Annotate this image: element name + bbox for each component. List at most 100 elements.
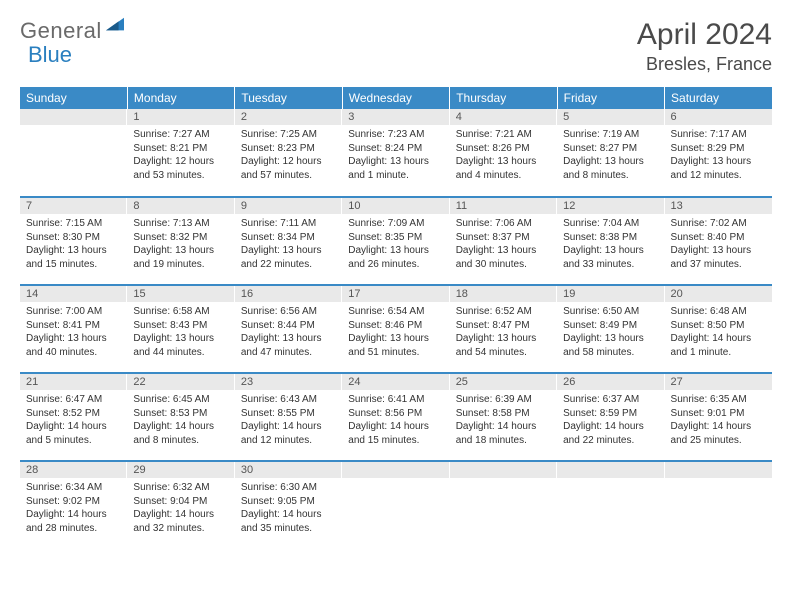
daylight-line: Daylight: 13 hours and 51 minutes. bbox=[348, 332, 443, 359]
day-details bbox=[20, 125, 127, 185]
daylight-line: Daylight: 13 hours and 4 minutes. bbox=[456, 155, 551, 182]
day-number: 16 bbox=[235, 286, 342, 302]
day-number: 11 bbox=[450, 198, 557, 214]
day-number: 25 bbox=[450, 374, 557, 390]
day-number: 21 bbox=[20, 374, 127, 390]
sunset-line: Sunset: 8:38 PM bbox=[563, 231, 658, 245]
daylight-line: Daylight: 13 hours and 40 minutes. bbox=[26, 332, 121, 359]
sunrise-line: Sunrise: 7:04 AM bbox=[563, 217, 658, 231]
sunrise-line: Sunrise: 7:00 AM bbox=[26, 305, 121, 319]
sunset-line: Sunset: 8:59 PM bbox=[563, 407, 658, 421]
calendar-cell: 22Sunrise: 6:45 AMSunset: 8:53 PMDayligh… bbox=[127, 373, 234, 461]
day-details: Sunrise: 6:50 AMSunset: 8:49 PMDaylight:… bbox=[557, 302, 664, 363]
day-details: Sunrise: 7:11 AMSunset: 8:34 PMDaylight:… bbox=[235, 214, 342, 275]
daylight-line: Daylight: 13 hours and 26 minutes. bbox=[348, 244, 443, 271]
day-number: 2 bbox=[235, 109, 342, 125]
sunset-line: Sunset: 8:34 PM bbox=[241, 231, 336, 245]
calendar-cell: 30Sunrise: 6:30 AMSunset: 9:05 PMDayligh… bbox=[235, 461, 342, 549]
calendar-week-row: 21Sunrise: 6:47 AMSunset: 8:52 PMDayligh… bbox=[20, 373, 772, 461]
sunrise-line: Sunrise: 6:43 AM bbox=[241, 393, 336, 407]
day-details: Sunrise: 6:41 AMSunset: 8:56 PMDaylight:… bbox=[342, 390, 449, 451]
day-number: 18 bbox=[450, 286, 557, 302]
daylight-line: Daylight: 14 hours and 5 minutes. bbox=[26, 420, 121, 447]
day-details: Sunrise: 7:15 AMSunset: 8:30 PMDaylight:… bbox=[20, 214, 127, 275]
daylight-line: Daylight: 13 hours and 47 minutes. bbox=[241, 332, 336, 359]
day-details: Sunrise: 6:47 AMSunset: 8:52 PMDaylight:… bbox=[20, 390, 127, 451]
sunset-line: Sunset: 8:35 PM bbox=[348, 231, 443, 245]
sunrise-line: Sunrise: 7:21 AM bbox=[456, 128, 551, 142]
sunrise-line: Sunrise: 6:39 AM bbox=[456, 393, 551, 407]
day-details bbox=[450, 478, 557, 538]
daylight-line: Daylight: 12 hours and 53 minutes. bbox=[133, 155, 228, 182]
calendar-cell: 5Sunrise: 7:19 AMSunset: 8:27 PMDaylight… bbox=[557, 109, 664, 197]
day-number: 7 bbox=[20, 198, 127, 214]
day-number: 17 bbox=[342, 286, 449, 302]
sunrise-line: Sunrise: 6:34 AM bbox=[26, 481, 121, 495]
day-number: 14 bbox=[20, 286, 127, 302]
day-details bbox=[557, 478, 664, 538]
calendar-cell: 8Sunrise: 7:13 AMSunset: 8:32 PMDaylight… bbox=[127, 197, 234, 285]
calendar-week-row: 28Sunrise: 6:34 AMSunset: 9:02 PMDayligh… bbox=[20, 461, 772, 549]
calendar-cell: 25Sunrise: 6:39 AMSunset: 8:58 PMDayligh… bbox=[450, 373, 557, 461]
sunrise-line: Sunrise: 7:11 AM bbox=[241, 217, 336, 231]
day-details: Sunrise: 6:58 AMSunset: 8:43 PMDaylight:… bbox=[127, 302, 234, 363]
daylight-line: Daylight: 13 hours and 22 minutes. bbox=[241, 244, 336, 271]
sunset-line: Sunset: 8:55 PM bbox=[241, 407, 336, 421]
day-details: Sunrise: 7:21 AMSunset: 8:26 PMDaylight:… bbox=[450, 125, 557, 186]
brand-word-2: Blue bbox=[28, 42, 72, 68]
day-number: 3 bbox=[342, 109, 449, 125]
calendar-cell: 7Sunrise: 7:15 AMSunset: 8:30 PMDaylight… bbox=[20, 197, 127, 285]
day-details: Sunrise: 7:02 AMSunset: 8:40 PMDaylight:… bbox=[665, 214, 772, 275]
day-number: 26 bbox=[557, 374, 664, 390]
calendar-cell: 10Sunrise: 7:09 AMSunset: 8:35 PMDayligh… bbox=[342, 197, 449, 285]
day-number: 20 bbox=[665, 286, 772, 302]
sunrise-line: Sunrise: 7:02 AM bbox=[671, 217, 766, 231]
day-number: 6 bbox=[665, 109, 772, 125]
sunset-line: Sunset: 8:40 PM bbox=[671, 231, 766, 245]
day-details: Sunrise: 6:35 AMSunset: 9:01 PMDaylight:… bbox=[665, 390, 772, 451]
day-number bbox=[665, 462, 772, 478]
daylight-line: Daylight: 14 hours and 15 minutes. bbox=[348, 420, 443, 447]
day-details: Sunrise: 6:43 AMSunset: 8:55 PMDaylight:… bbox=[235, 390, 342, 451]
sunrise-line: Sunrise: 6:41 AM bbox=[348, 393, 443, 407]
sunset-line: Sunset: 8:52 PM bbox=[26, 407, 121, 421]
day-details: Sunrise: 7:13 AMSunset: 8:32 PMDaylight:… bbox=[127, 214, 234, 275]
day-number bbox=[557, 462, 664, 478]
sunrise-line: Sunrise: 7:09 AM bbox=[348, 217, 443, 231]
calendar-cell: 16Sunrise: 6:56 AMSunset: 8:44 PMDayligh… bbox=[235, 285, 342, 373]
daylight-line: Daylight: 14 hours and 18 minutes. bbox=[456, 420, 551, 447]
day-details: Sunrise: 6:30 AMSunset: 9:05 PMDaylight:… bbox=[235, 478, 342, 539]
sunset-line: Sunset: 9:02 PM bbox=[26, 495, 121, 509]
calendar-cell: 19Sunrise: 6:50 AMSunset: 8:49 PMDayligh… bbox=[557, 285, 664, 373]
calendar-cell: 15Sunrise: 6:58 AMSunset: 8:43 PMDayligh… bbox=[127, 285, 234, 373]
daylight-line: Daylight: 13 hours and 19 minutes. bbox=[133, 244, 228, 271]
calendar-head: SundayMondayTuesdayWednesdayThursdayFrid… bbox=[20, 87, 772, 109]
day-details: Sunrise: 6:48 AMSunset: 8:50 PMDaylight:… bbox=[665, 302, 772, 363]
day-details: Sunrise: 6:34 AMSunset: 9:02 PMDaylight:… bbox=[20, 478, 127, 539]
logo-triangle-icon bbox=[106, 16, 124, 34]
calendar-week-row: 14Sunrise: 7:00 AMSunset: 8:41 PMDayligh… bbox=[20, 285, 772, 373]
day-number: 28 bbox=[20, 462, 127, 478]
day-number: 5 bbox=[557, 109, 664, 125]
day-details: Sunrise: 7:04 AMSunset: 8:38 PMDaylight:… bbox=[557, 214, 664, 275]
calendar-cell: 9Sunrise: 7:11 AMSunset: 8:34 PMDaylight… bbox=[235, 197, 342, 285]
sunrise-line: Sunrise: 6:35 AM bbox=[671, 393, 766, 407]
daylight-line: Daylight: 13 hours and 54 minutes. bbox=[456, 332, 551, 359]
sunrise-line: Sunrise: 6:47 AM bbox=[26, 393, 121, 407]
day-details: Sunrise: 6:37 AMSunset: 8:59 PMDaylight:… bbox=[557, 390, 664, 451]
daylight-line: Daylight: 13 hours and 8 minutes. bbox=[563, 155, 658, 182]
calendar-cell: 17Sunrise: 6:54 AMSunset: 8:46 PMDayligh… bbox=[342, 285, 449, 373]
day-number: 19 bbox=[557, 286, 664, 302]
daylight-line: Daylight: 13 hours and 58 minutes. bbox=[563, 332, 658, 359]
calendar-cell: 24Sunrise: 6:41 AMSunset: 8:56 PMDayligh… bbox=[342, 373, 449, 461]
calendar-cell bbox=[450, 461, 557, 549]
daylight-line: Daylight: 14 hours and 32 minutes. bbox=[133, 508, 228, 535]
day-number: 29 bbox=[127, 462, 234, 478]
day-details: Sunrise: 7:00 AMSunset: 8:41 PMDaylight:… bbox=[20, 302, 127, 363]
sunrise-line: Sunrise: 6:58 AM bbox=[133, 305, 228, 319]
sunset-line: Sunset: 8:47 PM bbox=[456, 319, 551, 333]
calendar-cell: 28Sunrise: 6:34 AMSunset: 9:02 PMDayligh… bbox=[20, 461, 127, 549]
calendar-cell: 1Sunrise: 7:27 AMSunset: 8:21 PMDaylight… bbox=[127, 109, 234, 197]
sunset-line: Sunset: 8:23 PM bbox=[241, 142, 336, 156]
sunrise-line: Sunrise: 7:06 AM bbox=[456, 217, 551, 231]
